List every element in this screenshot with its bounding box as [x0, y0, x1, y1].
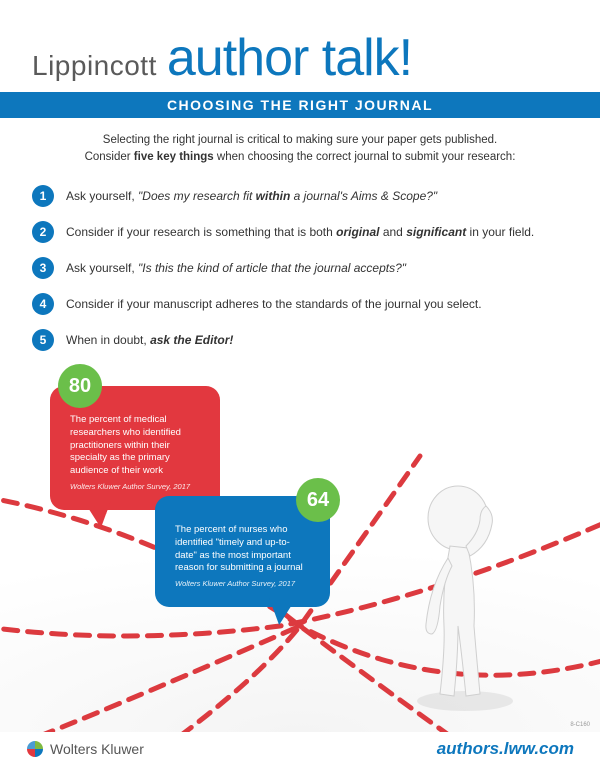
stat-badge-64: 64 [296, 478, 340, 522]
intro-line2-post: when choosing the correct journal to sub… [214, 151, 516, 163]
company-name: Wolters Kluwer [50, 741, 144, 757]
tip-text: Consider if your research is something t… [66, 225, 534, 239]
tip-number-badge: 5 [32, 329, 54, 351]
tip-item: 1 Ask yourself, "Does my research fit wi… [32, 185, 568, 207]
stat-badge-80: 80 [58, 364, 102, 408]
footer: Wolters Kluwer authors.lww.com [0, 732, 600, 776]
tip-text: When in doubt, ask the Editor! [66, 333, 233, 347]
tip-text: Ask yourself, "Does my research fit with… [66, 189, 437, 203]
tip-number-badge: 2 [32, 221, 54, 243]
tip-number-badge: 4 [32, 293, 54, 315]
stat-blue-text: The percent of nurses who identified "ti… [175, 524, 310, 575]
intro-text: Selecting the right journal is critical … [32, 132, 568, 167]
tip-number-badge: 1 [32, 185, 54, 207]
tip-item: 2 Consider if your research is something… [32, 221, 568, 243]
tip-text: Consider if your manuscript adheres to t… [66, 297, 482, 311]
thinking-figure-icon [400, 476, 530, 711]
tip-number-badge: 3 [32, 257, 54, 279]
tip-item: 5 When in doubt, ask the Editor! [32, 329, 568, 351]
intro-line1: Selecting the right journal is critical … [103, 134, 497, 146]
tip-item: 3 Ask yourself, "Is this the kind of art… [32, 257, 568, 279]
tip-text: Ask yourself, "Is this the kind of artic… [66, 261, 406, 275]
tip-item: 4 Consider if your manuscript adheres to… [32, 293, 568, 315]
intro-line2-bold: five key things [134, 151, 214, 163]
document-code: 8-C160 [570, 722, 590, 728]
series-title: author talk! [167, 28, 412, 88]
infographic-page: Lippincott author talk! CHOOSING THE RIG… [0, 0, 600, 776]
brand-name: Lippincott [32, 50, 157, 82]
wk-mark-icon [26, 740, 44, 758]
visual-area: The percent of medical researchers who i… [0, 356, 600, 776]
intro-line2-pre: Consider [85, 151, 134, 163]
subtitle-bar: CHOOSING THE RIGHT JOURNAL [0, 92, 600, 118]
stat-red-source: Wolters Kluwer Author Survey, 2017 [70, 482, 200, 492]
tips-list: 1 Ask yourself, "Does my research fit wi… [32, 185, 568, 351]
stat-blue-source: Wolters Kluwer Author Survey, 2017 [175, 579, 310, 589]
stat-red-text: The percent of medical researchers who i… [70, 414, 200, 478]
wolters-kluwer-logo: Wolters Kluwer [26, 740, 144, 758]
footer-url: authors.lww.com [437, 739, 574, 759]
header: Lippincott author talk! [32, 28, 568, 88]
